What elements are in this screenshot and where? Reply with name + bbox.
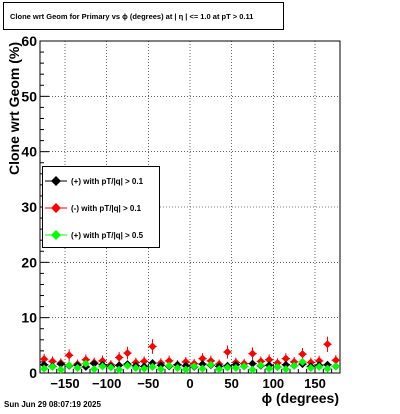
x-tick-label: −50 (137, 376, 159, 391)
data-point (323, 340, 332, 349)
data-point (173, 364, 182, 373)
data-point (206, 360, 215, 369)
data-point (323, 364, 332, 373)
data-point (265, 355, 274, 364)
data-point (123, 349, 132, 358)
data-point (40, 364, 49, 373)
data-point (240, 362, 249, 371)
data-point (190, 362, 199, 371)
data-point (115, 353, 124, 362)
data-point (181, 365, 190, 374)
data-point (281, 360, 290, 369)
data-point (56, 365, 65, 374)
x-tick-label: 100 (262, 376, 284, 391)
data-point (281, 354, 290, 363)
data-point (331, 356, 340, 365)
y-tick-label: 60 (21, 33, 37, 49)
data-point (223, 347, 232, 356)
data-point (298, 357, 307, 366)
data-point (265, 364, 274, 373)
data-point (290, 361, 299, 370)
data-point (165, 356, 174, 365)
legend-marker-0 (43, 171, 71, 191)
y-tick-label: 10 (21, 310, 37, 326)
x-tick-label: 0 (186, 376, 193, 391)
data-point (65, 351, 74, 360)
legend-marker-2 (43, 225, 71, 245)
data-point (140, 357, 149, 366)
series-2 (40, 357, 340, 374)
data-point (56, 360, 65, 369)
legend-label-2: (+) with pT/|q| > 0.5 (71, 230, 144, 240)
data-series (40, 336, 340, 374)
data-point (331, 362, 340, 371)
y-axis-label: Clone wrt Geom (%) (6, 41, 22, 175)
legend-label-0: (+) with pT/|q| > 0.1 (71, 176, 144, 186)
data-point (248, 349, 257, 358)
data-point (115, 361, 124, 370)
data-point (248, 365, 257, 374)
data-point (248, 359, 257, 368)
data-point (131, 364, 140, 373)
data-point (165, 361, 174, 370)
grid-lines (40, 41, 340, 373)
data-point (140, 364, 149, 373)
data-point (123, 361, 132, 370)
legend-item-1: (-) with pT/|q| > 0.1 (43, 198, 159, 218)
data-point (90, 359, 99, 368)
data-point (90, 365, 99, 374)
data-point (40, 355, 49, 364)
data-point (73, 364, 82, 373)
x-tick-label: −150 (50, 376, 79, 391)
data-point (65, 361, 74, 370)
data-point (273, 362, 282, 371)
legend-marker-1 (43, 198, 71, 218)
data-point (315, 362, 324, 371)
y-tick-label: 0 (29, 365, 37, 381)
data-point (315, 356, 324, 365)
data-point (148, 362, 157, 371)
data-point (306, 364, 315, 373)
x-tick-label: 150 (304, 376, 326, 391)
data-point (298, 350, 307, 359)
chart-title: Clone wrt Geom for Primary vs ϕ (degrees… (10, 11, 254, 21)
data-point (148, 342, 157, 351)
data-point (223, 363, 232, 372)
x-tick-label: −100 (92, 376, 121, 391)
data-point (256, 361, 265, 370)
y-tick-label: 50 (21, 88, 37, 104)
data-point (198, 360, 207, 369)
legend-item-2: (+) with pT/|q| > 0.5 (43, 225, 159, 245)
data-point (48, 362, 57, 371)
data-point (98, 362, 107, 371)
data-point (198, 364, 207, 373)
timestamp-footer: Sun Jun 29 08:07:19 2025 (4, 400, 101, 409)
data-point (48, 357, 57, 366)
axis-ticks: −150 −100 −50 0 50 100 150 0 10 20 30 40 50 60 (21, 33, 341, 391)
data-point (281, 365, 290, 374)
chart-title-box: Clone wrt Geom for Primary vs ϕ (degrees… (3, 2, 284, 30)
data-point (81, 359, 90, 368)
x-axis-label: ϕ (degrees) (261, 390, 339, 406)
y-tick-label: 30 (21, 199, 37, 215)
data-point (231, 364, 240, 373)
data-point (156, 365, 165, 374)
y-tick-label: 20 (21, 254, 37, 270)
data-point (115, 365, 124, 374)
legend-label-1: (-) with pT/|q| > 0.1 (71, 203, 142, 213)
y-tick-label: 40 (21, 144, 37, 160)
data-point (106, 363, 115, 372)
x-tick-label: 50 (224, 376, 238, 391)
data-point (198, 354, 207, 363)
data-point (215, 365, 224, 374)
legend-item-0: (+) with pT/|q| > 0.1 (43, 171, 159, 191)
legend: (+) with pT/|q| > 0.1 (-) with pT/|q| > … (42, 166, 160, 248)
